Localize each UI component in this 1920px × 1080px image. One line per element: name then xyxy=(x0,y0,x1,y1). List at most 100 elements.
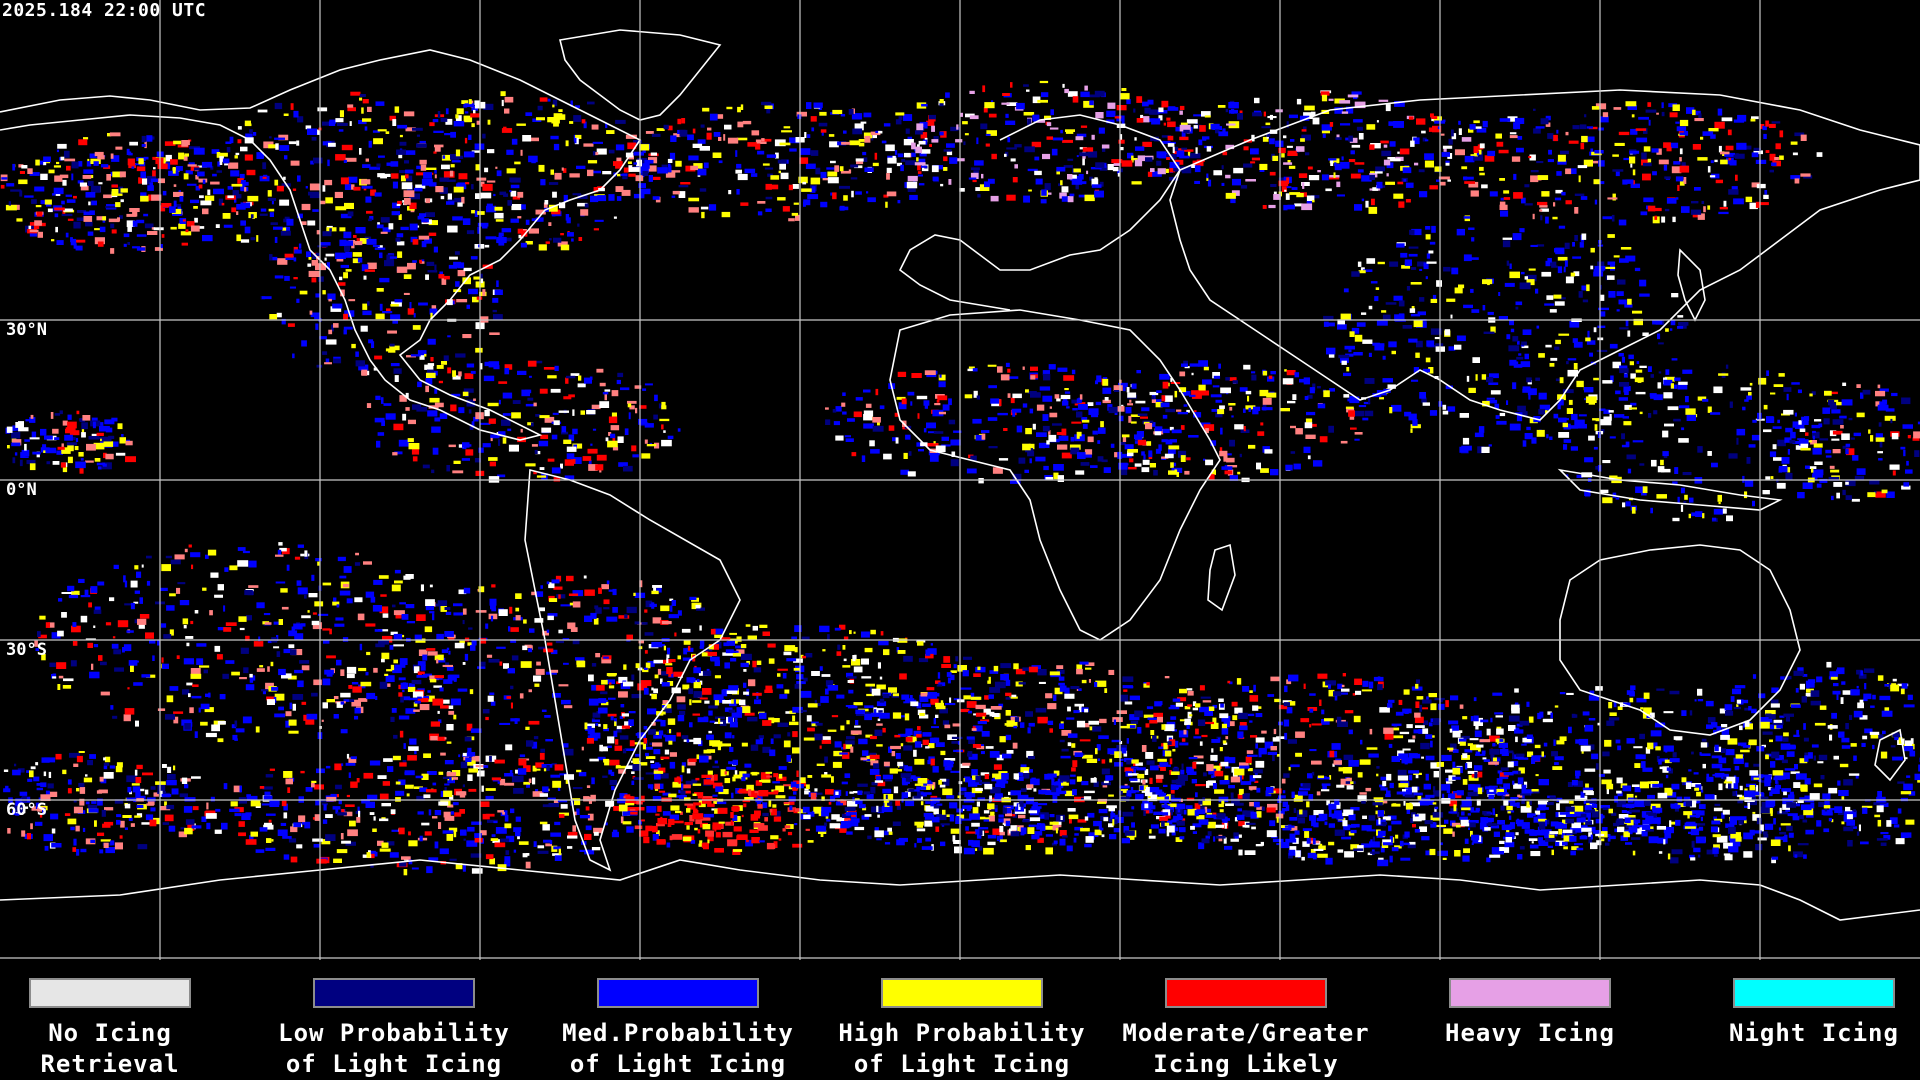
icing-pixel xyxy=(593,228,599,231)
icing-pixel xyxy=(322,290,326,295)
icing-pixel xyxy=(1666,198,1677,204)
icing-pixel xyxy=(1795,424,1805,429)
icing-pixel xyxy=(121,434,124,437)
icing-pixel xyxy=(444,607,451,610)
icing-pixel xyxy=(1408,116,1414,120)
icing-pixel xyxy=(1535,288,1539,294)
icing-pixel xyxy=(793,658,803,663)
icing-pixel xyxy=(1801,416,1807,421)
icing-pixel xyxy=(278,668,286,676)
icing-pixel xyxy=(1426,253,1431,259)
icing-pixel xyxy=(1811,391,1816,395)
icing-pixel xyxy=(301,615,311,619)
icing-pixel xyxy=(266,699,275,705)
icing-pixel xyxy=(1179,371,1186,377)
icing-pixel xyxy=(841,781,848,785)
icing-pixel xyxy=(1405,182,1414,188)
icing-pixel xyxy=(403,190,415,198)
icing-pixel xyxy=(1733,198,1744,205)
icing-pixel xyxy=(157,640,160,646)
icing-pixel xyxy=(1198,390,1209,396)
icing-pixel xyxy=(1069,444,1081,450)
icing-pixel xyxy=(1540,215,1543,221)
icing-pixel xyxy=(855,720,859,725)
icing-pixel xyxy=(480,422,491,425)
icing-pixel xyxy=(1763,429,1772,433)
icing-pixel xyxy=(931,125,935,132)
icing-pixel xyxy=(1097,427,1106,434)
icing-pixel xyxy=(1547,133,1554,139)
icing-pixel xyxy=(1012,393,1022,399)
icing-pixel xyxy=(805,163,816,169)
icing-pixel xyxy=(370,189,377,196)
icing-pixel xyxy=(61,612,67,618)
icing-pixel xyxy=(457,270,466,277)
icing-pixel xyxy=(18,164,24,168)
icing-pixel xyxy=(65,232,69,238)
icing-pixel xyxy=(1797,389,1802,394)
icing-pixel xyxy=(436,633,444,640)
icing-pixel xyxy=(173,716,179,724)
icing-pixel xyxy=(1312,383,1316,391)
icing-pixel xyxy=(40,173,48,180)
icing-pixel xyxy=(677,118,682,125)
icing-pixel xyxy=(179,600,190,606)
icing-pixel xyxy=(1211,409,1218,412)
icing-pixel xyxy=(618,615,630,619)
icing-pixel xyxy=(1595,466,1599,470)
icing-pixel xyxy=(1612,361,1621,369)
icing-pixel xyxy=(612,607,618,613)
icing-pixel xyxy=(1102,387,1112,394)
icing-pixel xyxy=(1671,358,1678,361)
icing-pixel xyxy=(581,119,586,124)
icing-pixel xyxy=(402,689,405,693)
icing-pixel xyxy=(926,120,935,126)
icing-pixel xyxy=(572,601,581,608)
icing-pixel xyxy=(77,180,84,184)
icing-pixel xyxy=(653,587,657,592)
icing-pixel xyxy=(237,560,249,567)
icing-pixel xyxy=(591,719,600,723)
icing-pixel xyxy=(1372,187,1379,191)
icing-pixel xyxy=(1183,404,1188,407)
icing-pixel xyxy=(1306,411,1316,416)
icing-pixel xyxy=(839,624,846,630)
icing-pixel xyxy=(509,606,513,614)
icing-pixel xyxy=(166,605,175,611)
icing-pixel xyxy=(615,186,624,192)
icing-pixel xyxy=(1049,127,1059,130)
icing-pixel xyxy=(1348,159,1356,163)
icing-pixel xyxy=(1317,170,1321,173)
icing-pixel xyxy=(804,788,809,791)
icing-pixel xyxy=(276,651,281,657)
icing-pixel xyxy=(1107,102,1116,109)
icing-pixel xyxy=(1671,293,1679,298)
icing-pixel xyxy=(1710,134,1716,139)
icing-pixel xyxy=(1650,374,1654,378)
icing-pixel xyxy=(61,443,64,449)
icing-pixel xyxy=(1054,394,1060,399)
icing-pixel xyxy=(1064,88,1069,94)
icing-pixel xyxy=(392,317,398,324)
icing-pixel xyxy=(1774,157,1779,161)
icing-pixel xyxy=(362,303,368,310)
icing-pixel xyxy=(674,632,677,637)
icing-pixel xyxy=(1540,118,1549,125)
icing-pixel xyxy=(448,444,456,448)
icing-pixel xyxy=(502,437,507,444)
icing-pixel xyxy=(1488,382,1499,385)
icing-pixel xyxy=(676,732,681,737)
icing-pixel xyxy=(1212,385,1220,388)
icing-pixel xyxy=(1750,118,1756,122)
icing-pixel xyxy=(377,245,383,249)
icing-pixel xyxy=(888,425,895,431)
icing-pixel xyxy=(1550,357,1558,361)
icing-pixel xyxy=(78,578,85,583)
icing-pixel xyxy=(552,191,557,198)
icing-pixel xyxy=(64,434,73,441)
icing-pixel xyxy=(604,393,607,401)
icing-pixel xyxy=(1060,129,1063,134)
icing-pixel xyxy=(1697,396,1707,401)
icing-pixel xyxy=(189,707,194,714)
icing-pixel xyxy=(1114,390,1120,392)
